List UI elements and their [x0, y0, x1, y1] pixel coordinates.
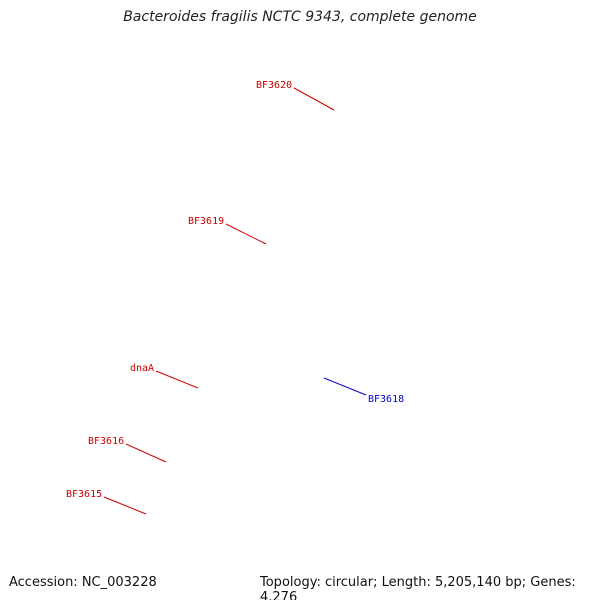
accession-text: Accession: NC_003228: [9, 575, 157, 590]
map-title: Bacteroides fragilis NCTC 9343, complete…: [123, 9, 477, 25]
topology-text: Topology: circular; Length: 5,205,140 bp…: [260, 575, 576, 600]
gene-label-bf3619[interactable]: BF3619: [188, 216, 224, 227]
leader-line: [103, 496, 147, 515]
gene-label-bf3618[interactable]: BF3618: [368, 394, 404, 405]
leader-line: [155, 370, 199, 389]
gene-label-dnaa[interactable]: dnaA: [130, 363, 154, 374]
leader-line: [293, 87, 335, 111]
gene-label-bf3616[interactable]: BF3616: [88, 436, 124, 447]
leader-line: [225, 223, 267, 245]
gene-labels: BF3620 BF3619 dnaA BF3616 BF3615 BF3618: [66, 80, 404, 515]
leader-line: [323, 377, 367, 396]
leader-line: [125, 443, 167, 463]
gene-label-bf3620[interactable]: BF3620: [256, 80, 292, 91]
gene-label-bf3615[interactable]: BF3615: [66, 489, 102, 500]
